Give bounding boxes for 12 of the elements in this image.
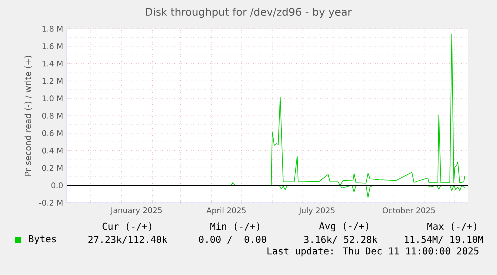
text: Last update: Thu Dec 11 11:00:00 2025: [268, 247, 479, 257]
y-axis-title: Pr second read (-) / write (+): [24, 56, 32, 176]
text: 3.16k/ 52.28k: [304, 236, 378, 244]
text: Max (-/+): [428, 222, 477, 232]
text: Min (-/+): [210, 222, 260, 232]
text: 0.00 / 0.00: [199, 236, 266, 244]
text: Cur (-/+): [102, 222, 152, 232]
text: Avg (-/+): [319, 222, 369, 232]
text: 11.54M/ 19.10M: [405, 236, 484, 244]
text: 27.23k/112.40k: [88, 236, 168, 244]
legend-label: Bytes: [29, 236, 56, 244]
chart-title: Disk throughput for /dev/zd96 - by year: [146, 8, 352, 18]
